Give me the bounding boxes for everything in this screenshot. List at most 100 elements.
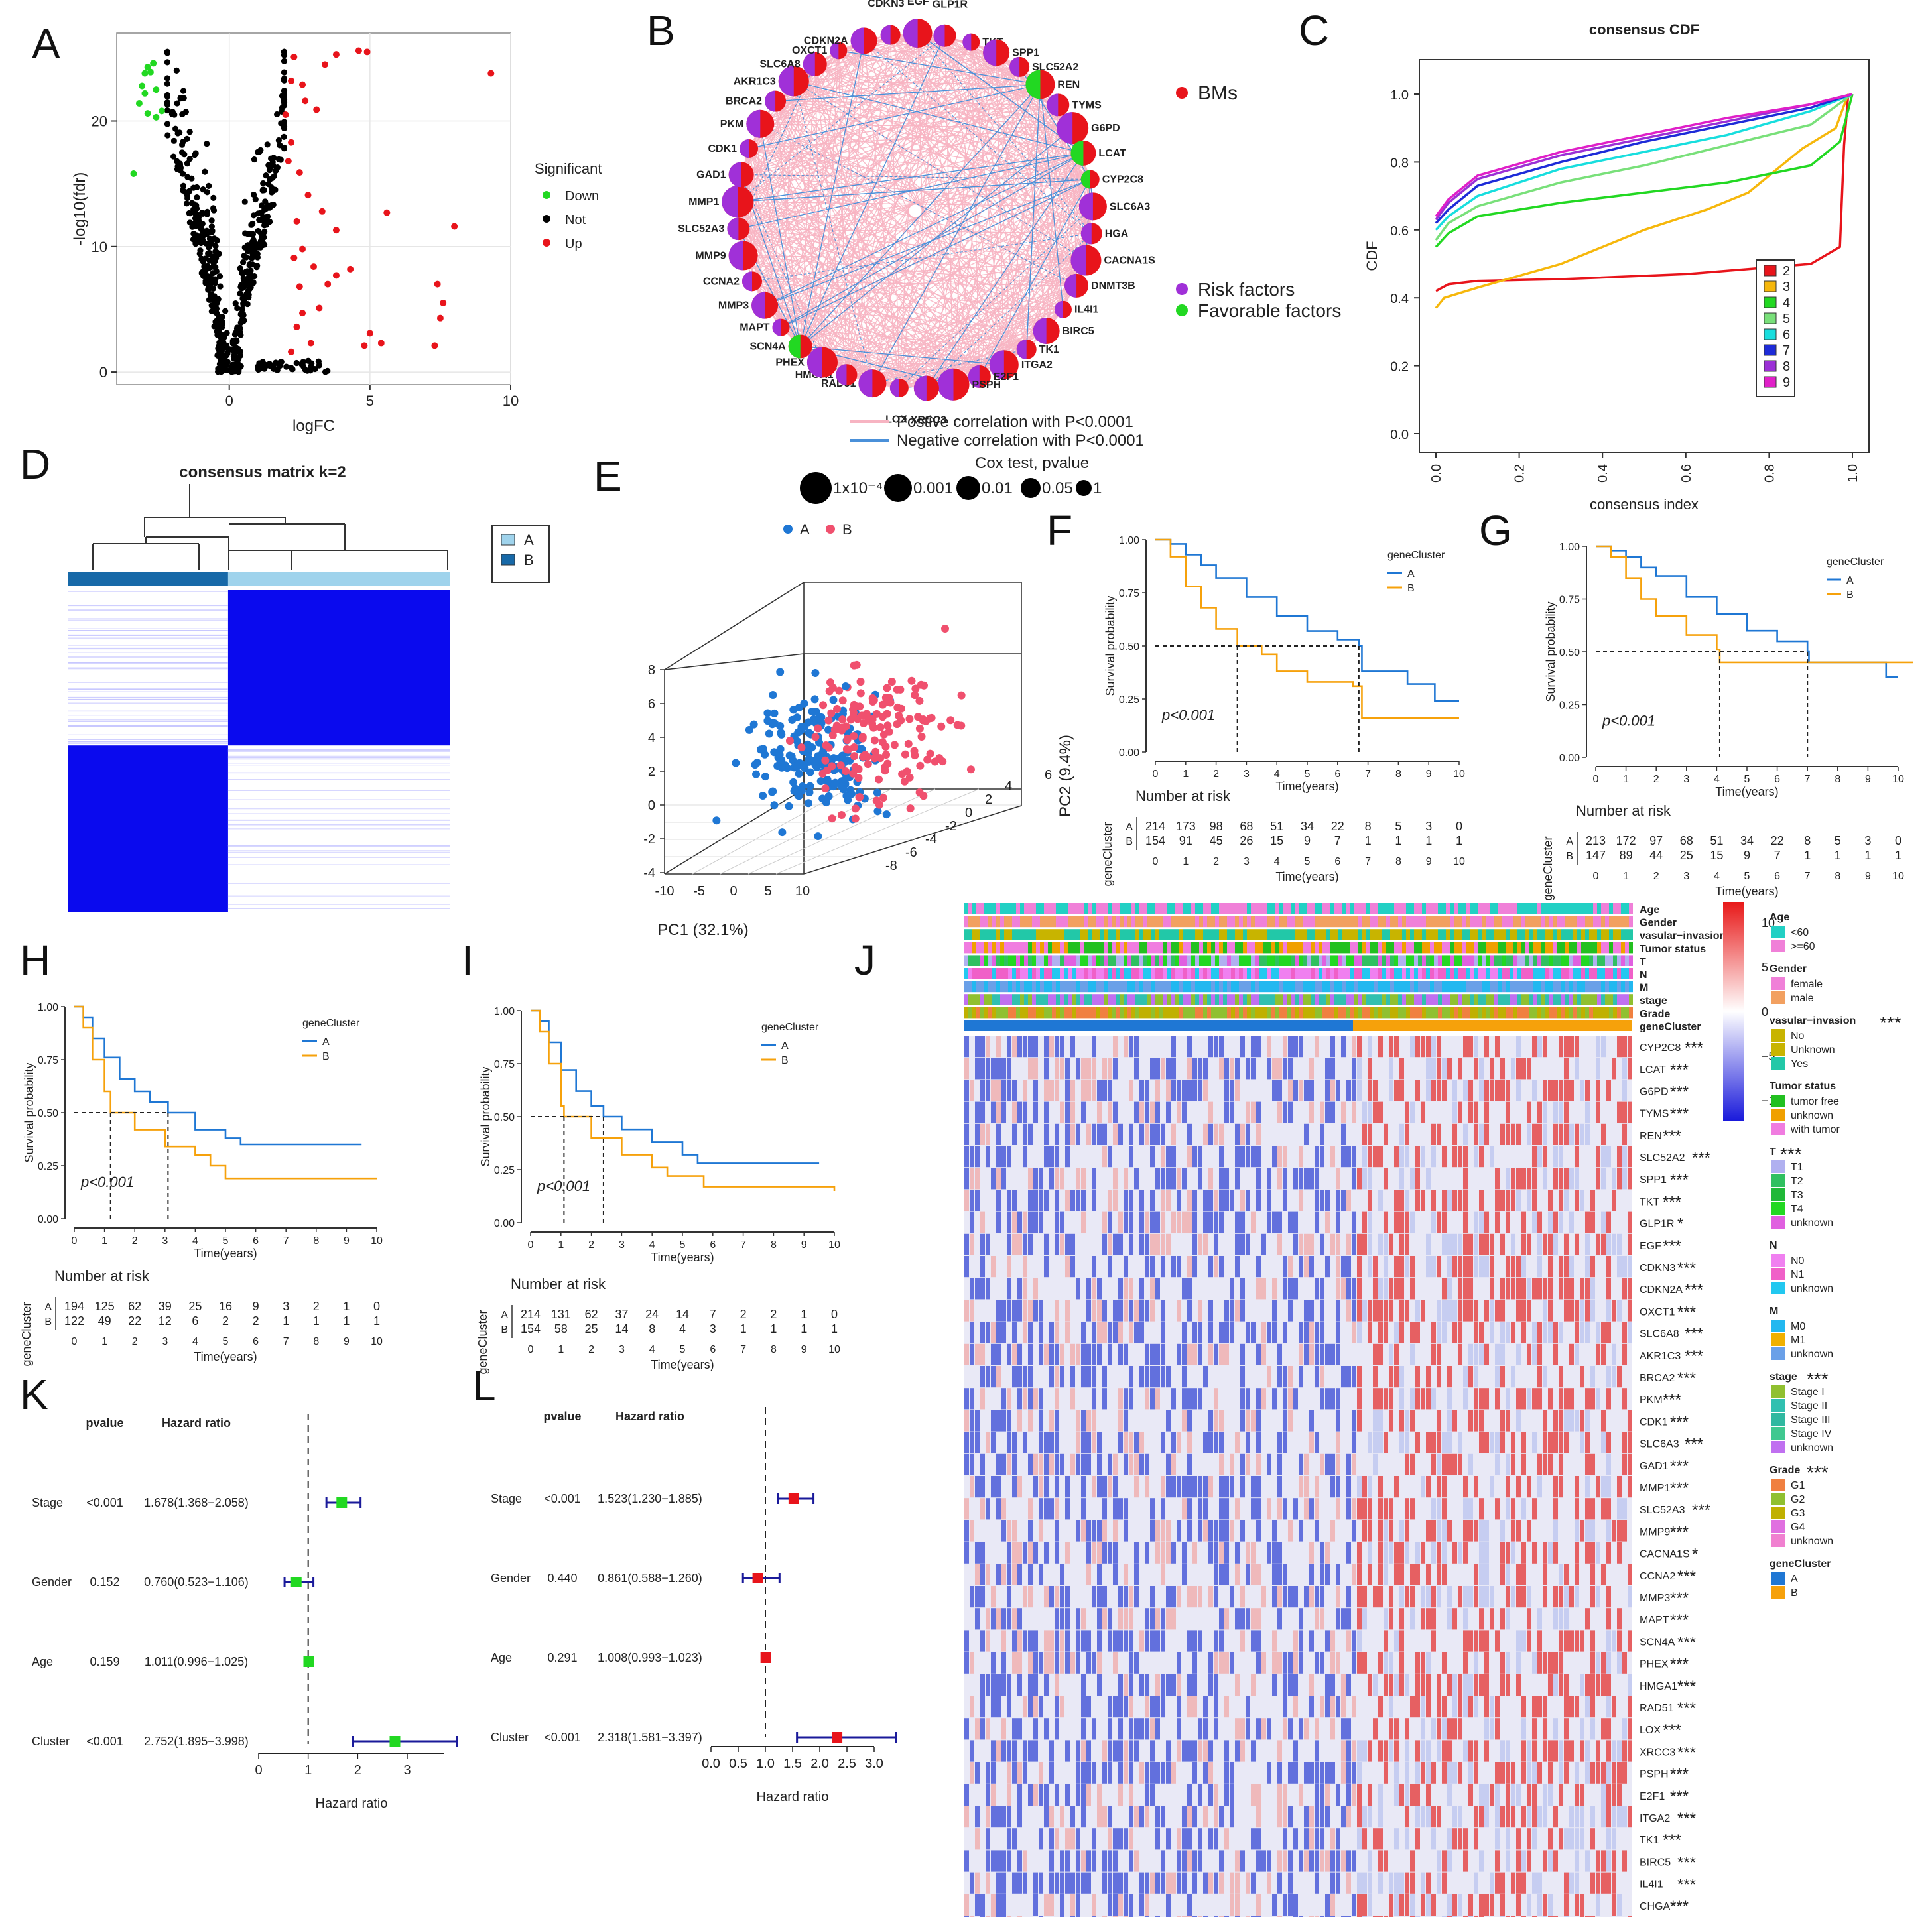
annotation-cell xyxy=(1593,929,1597,940)
annotation-cell xyxy=(1227,981,1231,993)
edge-positive xyxy=(775,101,873,384)
annotation-cell xyxy=(1446,942,1450,954)
heatmap-cell xyxy=(1532,1080,1537,1101)
annotation-cell xyxy=(1434,994,1438,1005)
annotation-cell xyxy=(1127,916,1131,928)
annotation-cell xyxy=(1096,942,1100,954)
point-a xyxy=(805,718,813,727)
heatmap-cell xyxy=(1320,1101,1324,1123)
edge-positive xyxy=(822,50,840,363)
heatmap-cell xyxy=(986,1146,990,1168)
heatmap-cell xyxy=(1256,1123,1261,1145)
annotation-cell xyxy=(980,916,984,928)
annotation-cell xyxy=(992,942,996,954)
annotation-cell xyxy=(1275,955,1279,966)
cdf-line-k5 xyxy=(1435,93,1854,241)
heatmap-cell xyxy=(1272,1058,1277,1080)
edge-positive xyxy=(800,64,816,347)
point-b xyxy=(819,701,828,710)
annotation-cell xyxy=(1088,968,1092,979)
heatmap-cell xyxy=(1399,1058,1404,1080)
annotation-cell xyxy=(1199,1007,1203,1019)
legend-swatch-b xyxy=(826,525,835,534)
annotation-cell xyxy=(1231,955,1235,966)
annotation-cell xyxy=(1179,955,1183,966)
edge-positive xyxy=(780,35,946,328)
annotation-cell xyxy=(1561,929,1565,940)
heatmap-cell xyxy=(1421,1190,1425,1211)
heatmap-cell xyxy=(1214,1233,1218,1255)
heatmap-cell xyxy=(1330,1233,1335,1255)
point-not xyxy=(164,132,171,139)
annotation-cell xyxy=(1581,968,1585,979)
heatmap-cell xyxy=(1044,1233,1049,1255)
heatmap-cell xyxy=(1373,1256,1378,1278)
heatmap-cell xyxy=(1033,1058,1038,1080)
annotation-cell xyxy=(1402,942,1406,954)
heatmap-cell xyxy=(1410,1322,1415,1343)
heatmap-cell xyxy=(1617,1146,1622,1168)
y-tick-label: 0.25 xyxy=(1119,694,1139,706)
heatmap-cell xyxy=(1431,1058,1436,1080)
annotation-cell xyxy=(1386,994,1390,1005)
annotation-cell xyxy=(1215,981,1219,993)
heatmap-cell xyxy=(1023,1366,1027,1388)
annotation-cell xyxy=(1263,916,1267,928)
annotation-cell xyxy=(1028,955,1032,966)
point-not xyxy=(210,205,217,212)
annotation-cell xyxy=(1609,942,1613,954)
point-up xyxy=(366,330,373,337)
annotation-cell xyxy=(1458,903,1462,914)
annotation-cell xyxy=(1048,929,1052,940)
annotation-cell xyxy=(1231,916,1235,928)
heatmap-cell xyxy=(1575,1146,1579,1168)
gene-label: SPP1 xyxy=(1640,1174,1667,1186)
edge-positive xyxy=(764,64,816,306)
heatmap-cell xyxy=(1490,1080,1494,1101)
annotation-cell xyxy=(1354,955,1358,966)
risk-x-tick: 10 xyxy=(1453,856,1465,867)
annotation-cell xyxy=(1088,1007,1092,1019)
heatmap-cell xyxy=(1230,1190,1234,1211)
heatmap-cell xyxy=(986,1080,990,1101)
risk-ylabel: geneCluster xyxy=(1541,836,1555,900)
heatmap-cell xyxy=(1145,1123,1149,1145)
node-label: CYP2C8 xyxy=(1102,174,1143,186)
annotation-cell xyxy=(1438,1007,1442,1019)
annotation-cell xyxy=(1032,994,1036,1005)
heatmap-cell xyxy=(1596,1233,1600,1255)
heatmap-cell xyxy=(1452,1080,1457,1101)
annotation-cell xyxy=(1223,929,1227,940)
point-b xyxy=(844,734,852,743)
heatmap-cell xyxy=(1155,1366,1160,1388)
heatmap-cell xyxy=(1341,1123,1346,1145)
heatmap-cell xyxy=(1559,1256,1563,1278)
node-half xyxy=(1070,245,1086,276)
annotation-cell xyxy=(1406,903,1410,914)
annotation-cell xyxy=(1406,968,1410,979)
heatmap-cell xyxy=(1288,1101,1293,1123)
risk-b-value: 15 xyxy=(1710,849,1723,862)
annotation-cell xyxy=(1060,903,1064,914)
annotation-cell xyxy=(1020,942,1024,954)
point-a xyxy=(775,751,784,759)
legend-swatch xyxy=(1764,360,1777,372)
annotation-cell xyxy=(1513,903,1517,914)
annotation-cell xyxy=(1426,981,1430,993)
heatmap-cell xyxy=(1081,1190,1086,1211)
heatmap-cell xyxy=(1585,1233,1590,1255)
heatmap-cell xyxy=(1437,1343,1441,1365)
risk-a-value: 25 xyxy=(188,1300,202,1313)
heatmap-cell xyxy=(1479,1256,1484,1278)
annotation-cell xyxy=(1291,942,1295,954)
annotation-cell xyxy=(1004,929,1008,940)
heatmap-cell xyxy=(1405,1146,1409,1168)
heatmap-cell xyxy=(1368,1123,1372,1145)
point-not xyxy=(221,356,227,363)
heatmap-cell xyxy=(1235,1146,1240,1168)
annotation-cell xyxy=(1533,1007,1537,1019)
annotation-cell xyxy=(1247,903,1251,914)
annotation-cell xyxy=(1374,981,1378,993)
annotation-cell xyxy=(1000,1007,1004,1019)
